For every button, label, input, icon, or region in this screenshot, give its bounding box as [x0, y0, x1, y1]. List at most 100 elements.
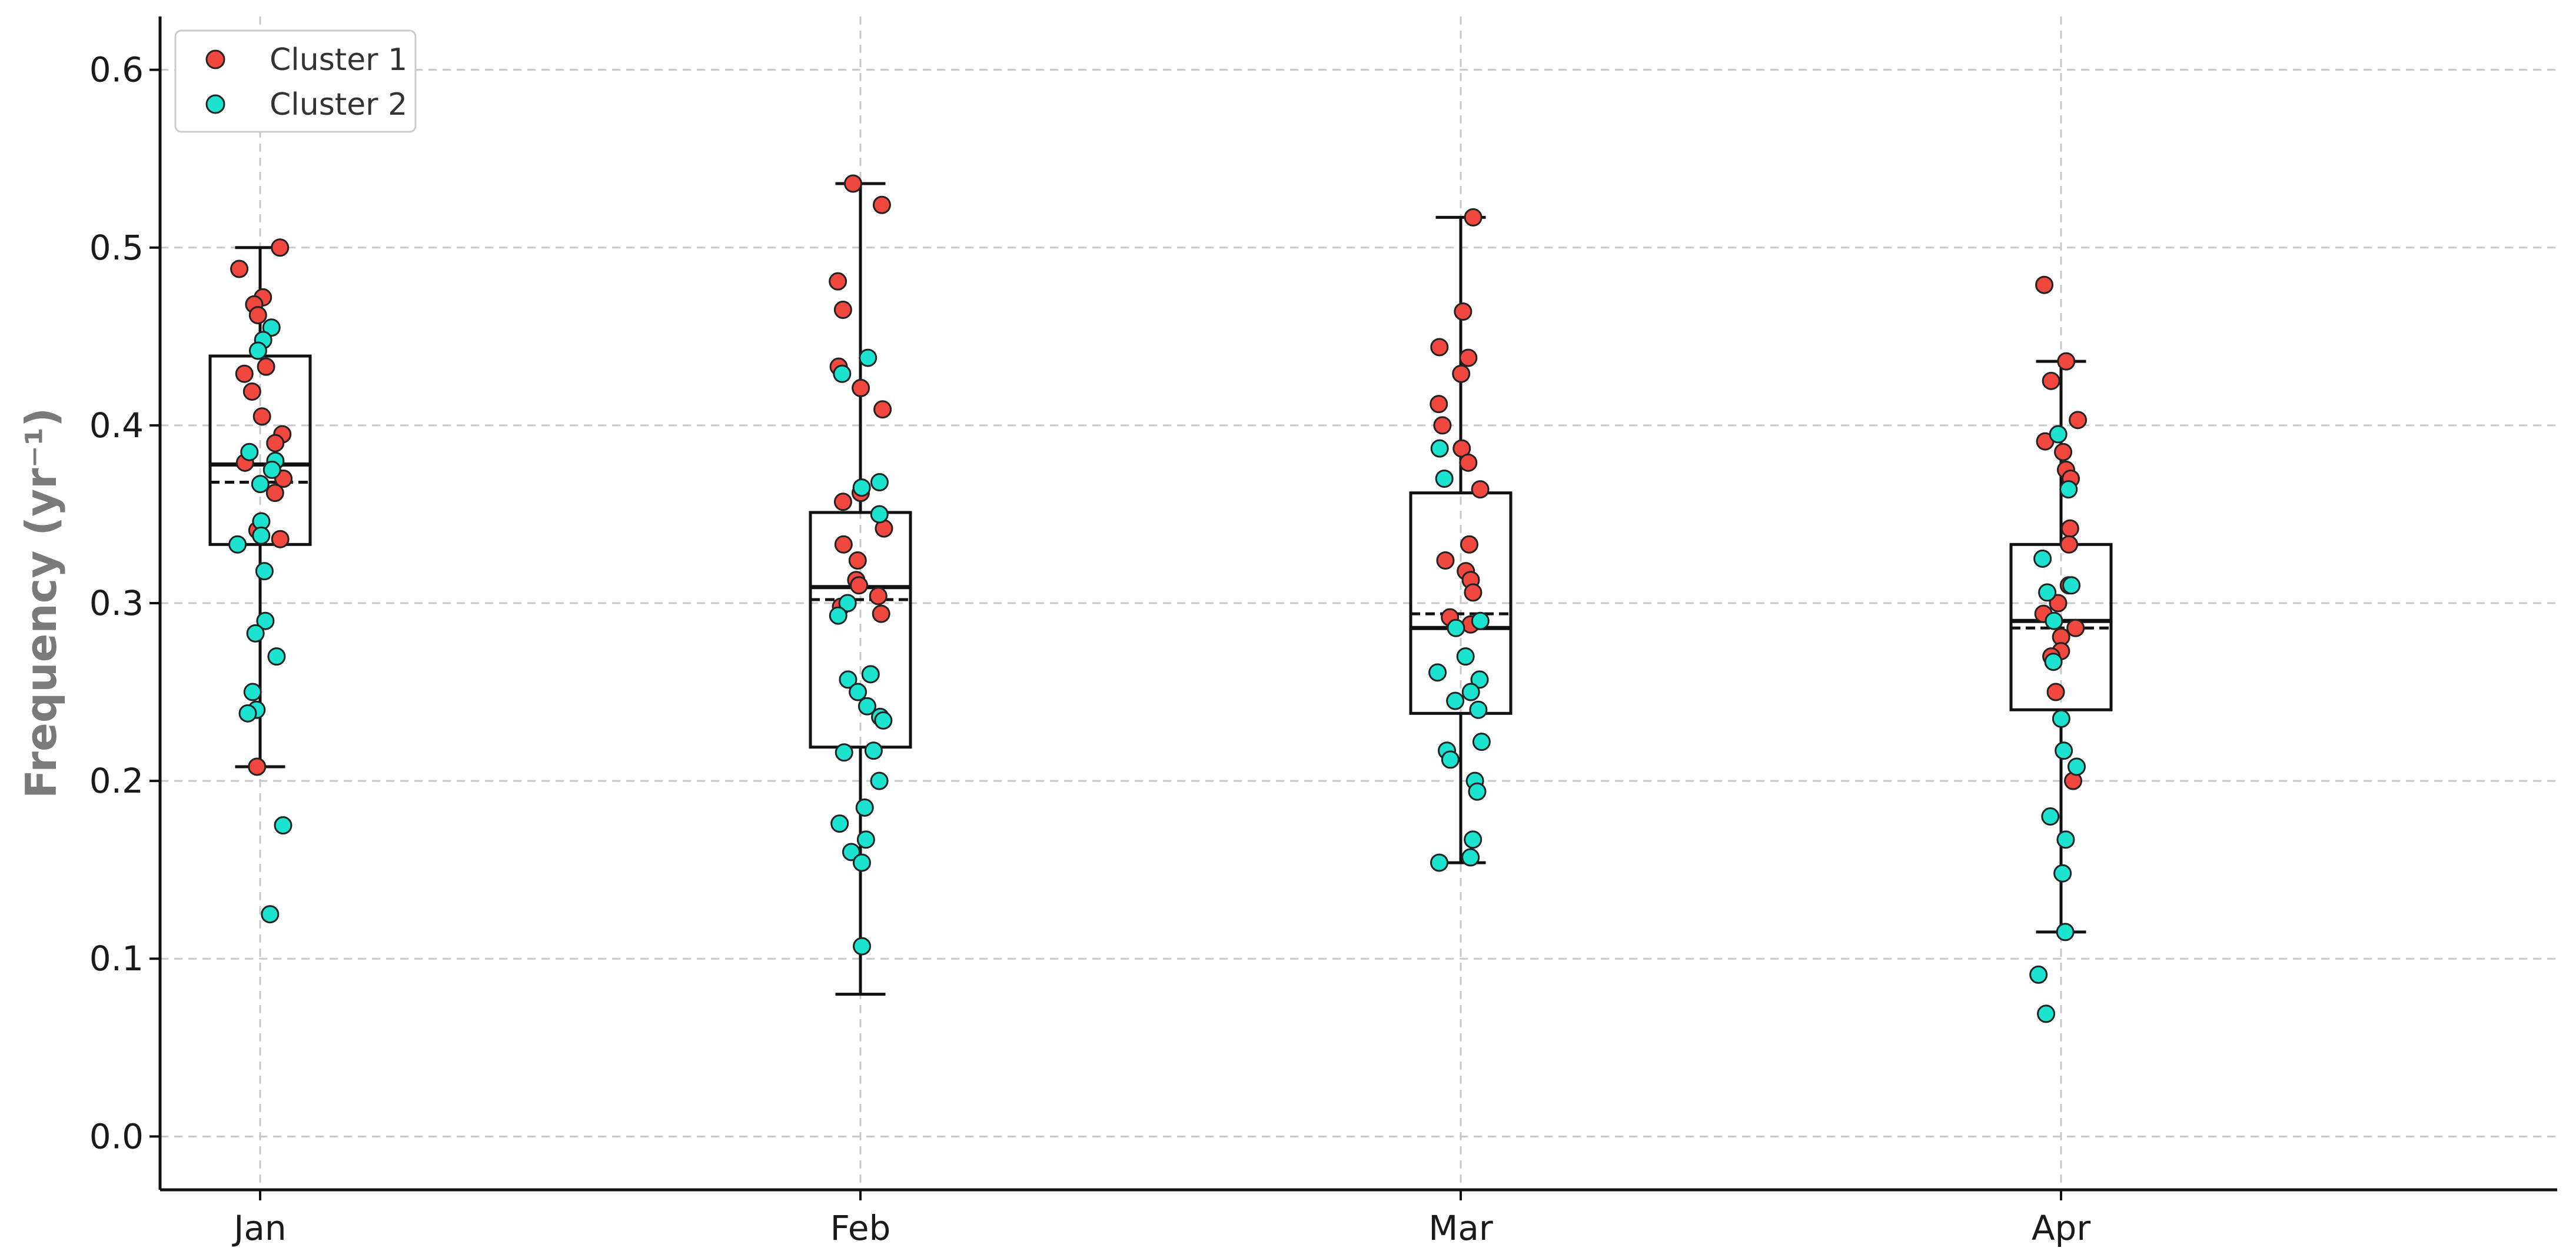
data-point: [855, 798, 874, 817]
y-tick-label: 0.4: [89, 405, 144, 445]
legend-label-cluster-2: Cluster 2: [270, 87, 407, 122]
data-point: [2054, 442, 2073, 461]
data-point: [2053, 864, 2072, 883]
data-point: [261, 905, 280, 924]
data-point: [829, 272, 847, 291]
data-point: [1430, 338, 1449, 357]
y-tick-label: 0.6: [89, 50, 144, 90]
data-point: [852, 478, 871, 497]
x-tick-label-jan: Jan: [232, 1208, 286, 1248]
data-point: [839, 670, 857, 689]
data-point: [262, 460, 281, 479]
data-point: [1459, 348, 1478, 367]
data-point: [248, 757, 267, 776]
scatter-points: [228, 174, 2088, 1023]
data-point: [849, 683, 867, 701]
data-point: [2069, 411, 2088, 430]
data-point: [2060, 535, 2079, 554]
data-point: [1464, 583, 1483, 602]
data-point: [256, 611, 275, 630]
data-point: [833, 364, 852, 383]
data-point: [2056, 830, 2075, 849]
data-point: [2057, 352, 2076, 371]
data-point: [252, 526, 271, 545]
data-point: [842, 843, 860, 861]
data-point: [266, 434, 285, 453]
data-point: [848, 551, 867, 570]
data-point: [2067, 757, 2086, 776]
data-point: [2044, 653, 2063, 671]
data-point: [230, 259, 249, 278]
data-point: [228, 535, 247, 554]
data-point: [2037, 1004, 2056, 1023]
data-point: [240, 442, 259, 461]
data-point: [833, 301, 852, 319]
data-point: [870, 473, 889, 492]
data-point: [838, 594, 857, 613]
data-point: [1470, 670, 1489, 689]
y-axis-label: Frequency (yr⁻¹): [16, 408, 66, 798]
data-point: [1472, 733, 1491, 751]
data-point: [251, 475, 270, 494]
data-point: [248, 341, 267, 360]
data-point: [1435, 470, 1454, 488]
data-point: [1471, 480, 1490, 499]
data-point: [246, 624, 265, 643]
data-point: [1436, 551, 1455, 570]
data-point: [869, 587, 888, 605]
data-point: [2049, 425, 2068, 444]
legend-marker-cluster-2: [205, 94, 225, 114]
data-point: [2035, 275, 2054, 294]
data-point: [257, 357, 275, 376]
data-point: [235, 364, 254, 383]
data-point: [2052, 709, 2070, 728]
data-point: [864, 741, 883, 760]
data-point: [1461, 683, 1480, 701]
data-point: [829, 606, 847, 625]
x-tick-label-feb: Feb: [830, 1208, 891, 1248]
data-point: [242, 382, 261, 401]
data-point: [1464, 830, 1483, 849]
data-point: [852, 853, 871, 872]
data-point: [1430, 853, 1448, 872]
data-point: [2038, 583, 2057, 602]
data-point: [238, 704, 257, 723]
data-point: [267, 647, 286, 666]
y-tick-label: 0.2: [89, 761, 144, 801]
data-point: [1456, 647, 1475, 666]
data-point: [1430, 395, 1448, 414]
data-point: [255, 562, 274, 581]
data-point: [265, 484, 284, 503]
data-point: [850, 576, 869, 595]
data-point: [1468, 782, 1487, 801]
data-point: [2055, 741, 2073, 760]
data-point: [243, 683, 262, 701]
data-point: [1452, 364, 1471, 383]
data-point: [844, 174, 863, 193]
data-point: [2042, 371, 2060, 390]
data-point: [1461, 848, 1480, 867]
data-point: [1460, 535, 1479, 554]
data-point: [872, 195, 891, 214]
legend: Cluster 1 Cluster 2: [174, 29, 417, 133]
legend-marker-cluster-1: [205, 49, 225, 69]
data-point: [852, 378, 870, 397]
data-point: [2046, 683, 2065, 701]
data-point: [870, 505, 889, 524]
iqr-box: [1409, 491, 1513, 715]
data-point: [2049, 594, 2068, 613]
data-point: [2060, 519, 2079, 538]
data-point: [833, 493, 852, 511]
data-point: [1459, 453, 1478, 472]
data-point: [874, 711, 893, 730]
data-point: [262, 318, 281, 337]
data-point: [2029, 965, 2048, 984]
data-point: [1441, 750, 1460, 769]
data-point: [1433, 416, 1452, 435]
data-point: [2045, 611, 2063, 630]
data-point: [1454, 302, 1473, 321]
data-point: [252, 407, 271, 426]
data-point: [861, 665, 880, 684]
data-point: [271, 530, 290, 548]
